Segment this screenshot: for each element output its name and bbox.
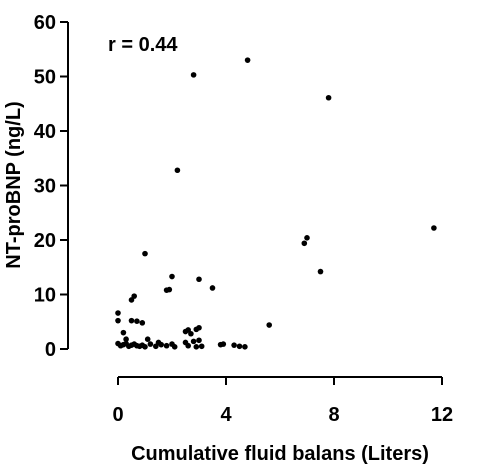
data-point bbox=[163, 342, 170, 349]
data-point bbox=[198, 343, 205, 350]
data-point bbox=[431, 225, 437, 231]
data-points bbox=[115, 57, 437, 350]
data-point bbox=[244, 57, 251, 63]
axis-ticks: 0 10 20 30 40 50 60 0 4 8 12 bbox=[34, 12, 453, 426]
data-point bbox=[142, 250, 148, 257]
y-tick-label: 40 bbox=[34, 121, 56, 143]
data-point bbox=[174, 167, 181, 174]
y-tick-label: 50 bbox=[34, 67, 56, 89]
data-point bbox=[166, 286, 173, 293]
data-point bbox=[196, 276, 202, 283]
data-point bbox=[220, 341, 227, 347]
data-point bbox=[128, 317, 135, 324]
data-point bbox=[131, 293, 137, 299]
y-tick-label: 60 bbox=[34, 12, 56, 34]
data-point bbox=[171, 344, 178, 350]
data-point bbox=[317, 268, 324, 275]
data-point bbox=[196, 337, 202, 344]
data-point bbox=[188, 330, 194, 337]
data-point bbox=[147, 341, 154, 347]
data-point bbox=[115, 317, 121, 324]
data-point bbox=[169, 273, 175, 280]
data-point bbox=[193, 344, 200, 350]
data-point bbox=[266, 322, 273, 328]
data-point bbox=[301, 240, 308, 247]
x-tick-label: 4 bbox=[220, 404, 232, 426]
data-point bbox=[144, 336, 151, 342]
data-point bbox=[158, 341, 164, 348]
data-point bbox=[190, 72, 197, 78]
data-point bbox=[120, 329, 127, 336]
data-point bbox=[236, 343, 243, 350]
y-axis-title: NT-proBNP (ng/L) bbox=[3, 101, 25, 268]
y-tick-label: 0 bbox=[45, 339, 56, 361]
data-point bbox=[142, 344, 148, 350]
data-point bbox=[304, 235, 310, 241]
data-point bbox=[231, 342, 237, 348]
correlation-annotation: r = 0.44 bbox=[108, 34, 178, 56]
x-axis-title: Cumulative fluid balans (Liters) bbox=[131, 443, 429, 465]
data-point bbox=[115, 310, 121, 316]
x-tick-label: 0 bbox=[112, 404, 123, 426]
data-point bbox=[185, 342, 191, 349]
y-tick-label: 20 bbox=[34, 230, 56, 252]
x-tick-label: 8 bbox=[328, 404, 339, 426]
data-point bbox=[325, 94, 332, 101]
data-point bbox=[242, 344, 248, 350]
y-tick-label: 30 bbox=[34, 176, 56, 198]
x-tick-label: 12 bbox=[431, 404, 453, 426]
y-tick-label: 10 bbox=[34, 285, 56, 307]
data-point bbox=[196, 324, 202, 331]
data-point bbox=[123, 336, 129, 342]
data-point bbox=[209, 285, 216, 291]
data-point bbox=[139, 320, 146, 326]
data-point bbox=[134, 318, 140, 325]
data-point bbox=[190, 338, 197, 345]
